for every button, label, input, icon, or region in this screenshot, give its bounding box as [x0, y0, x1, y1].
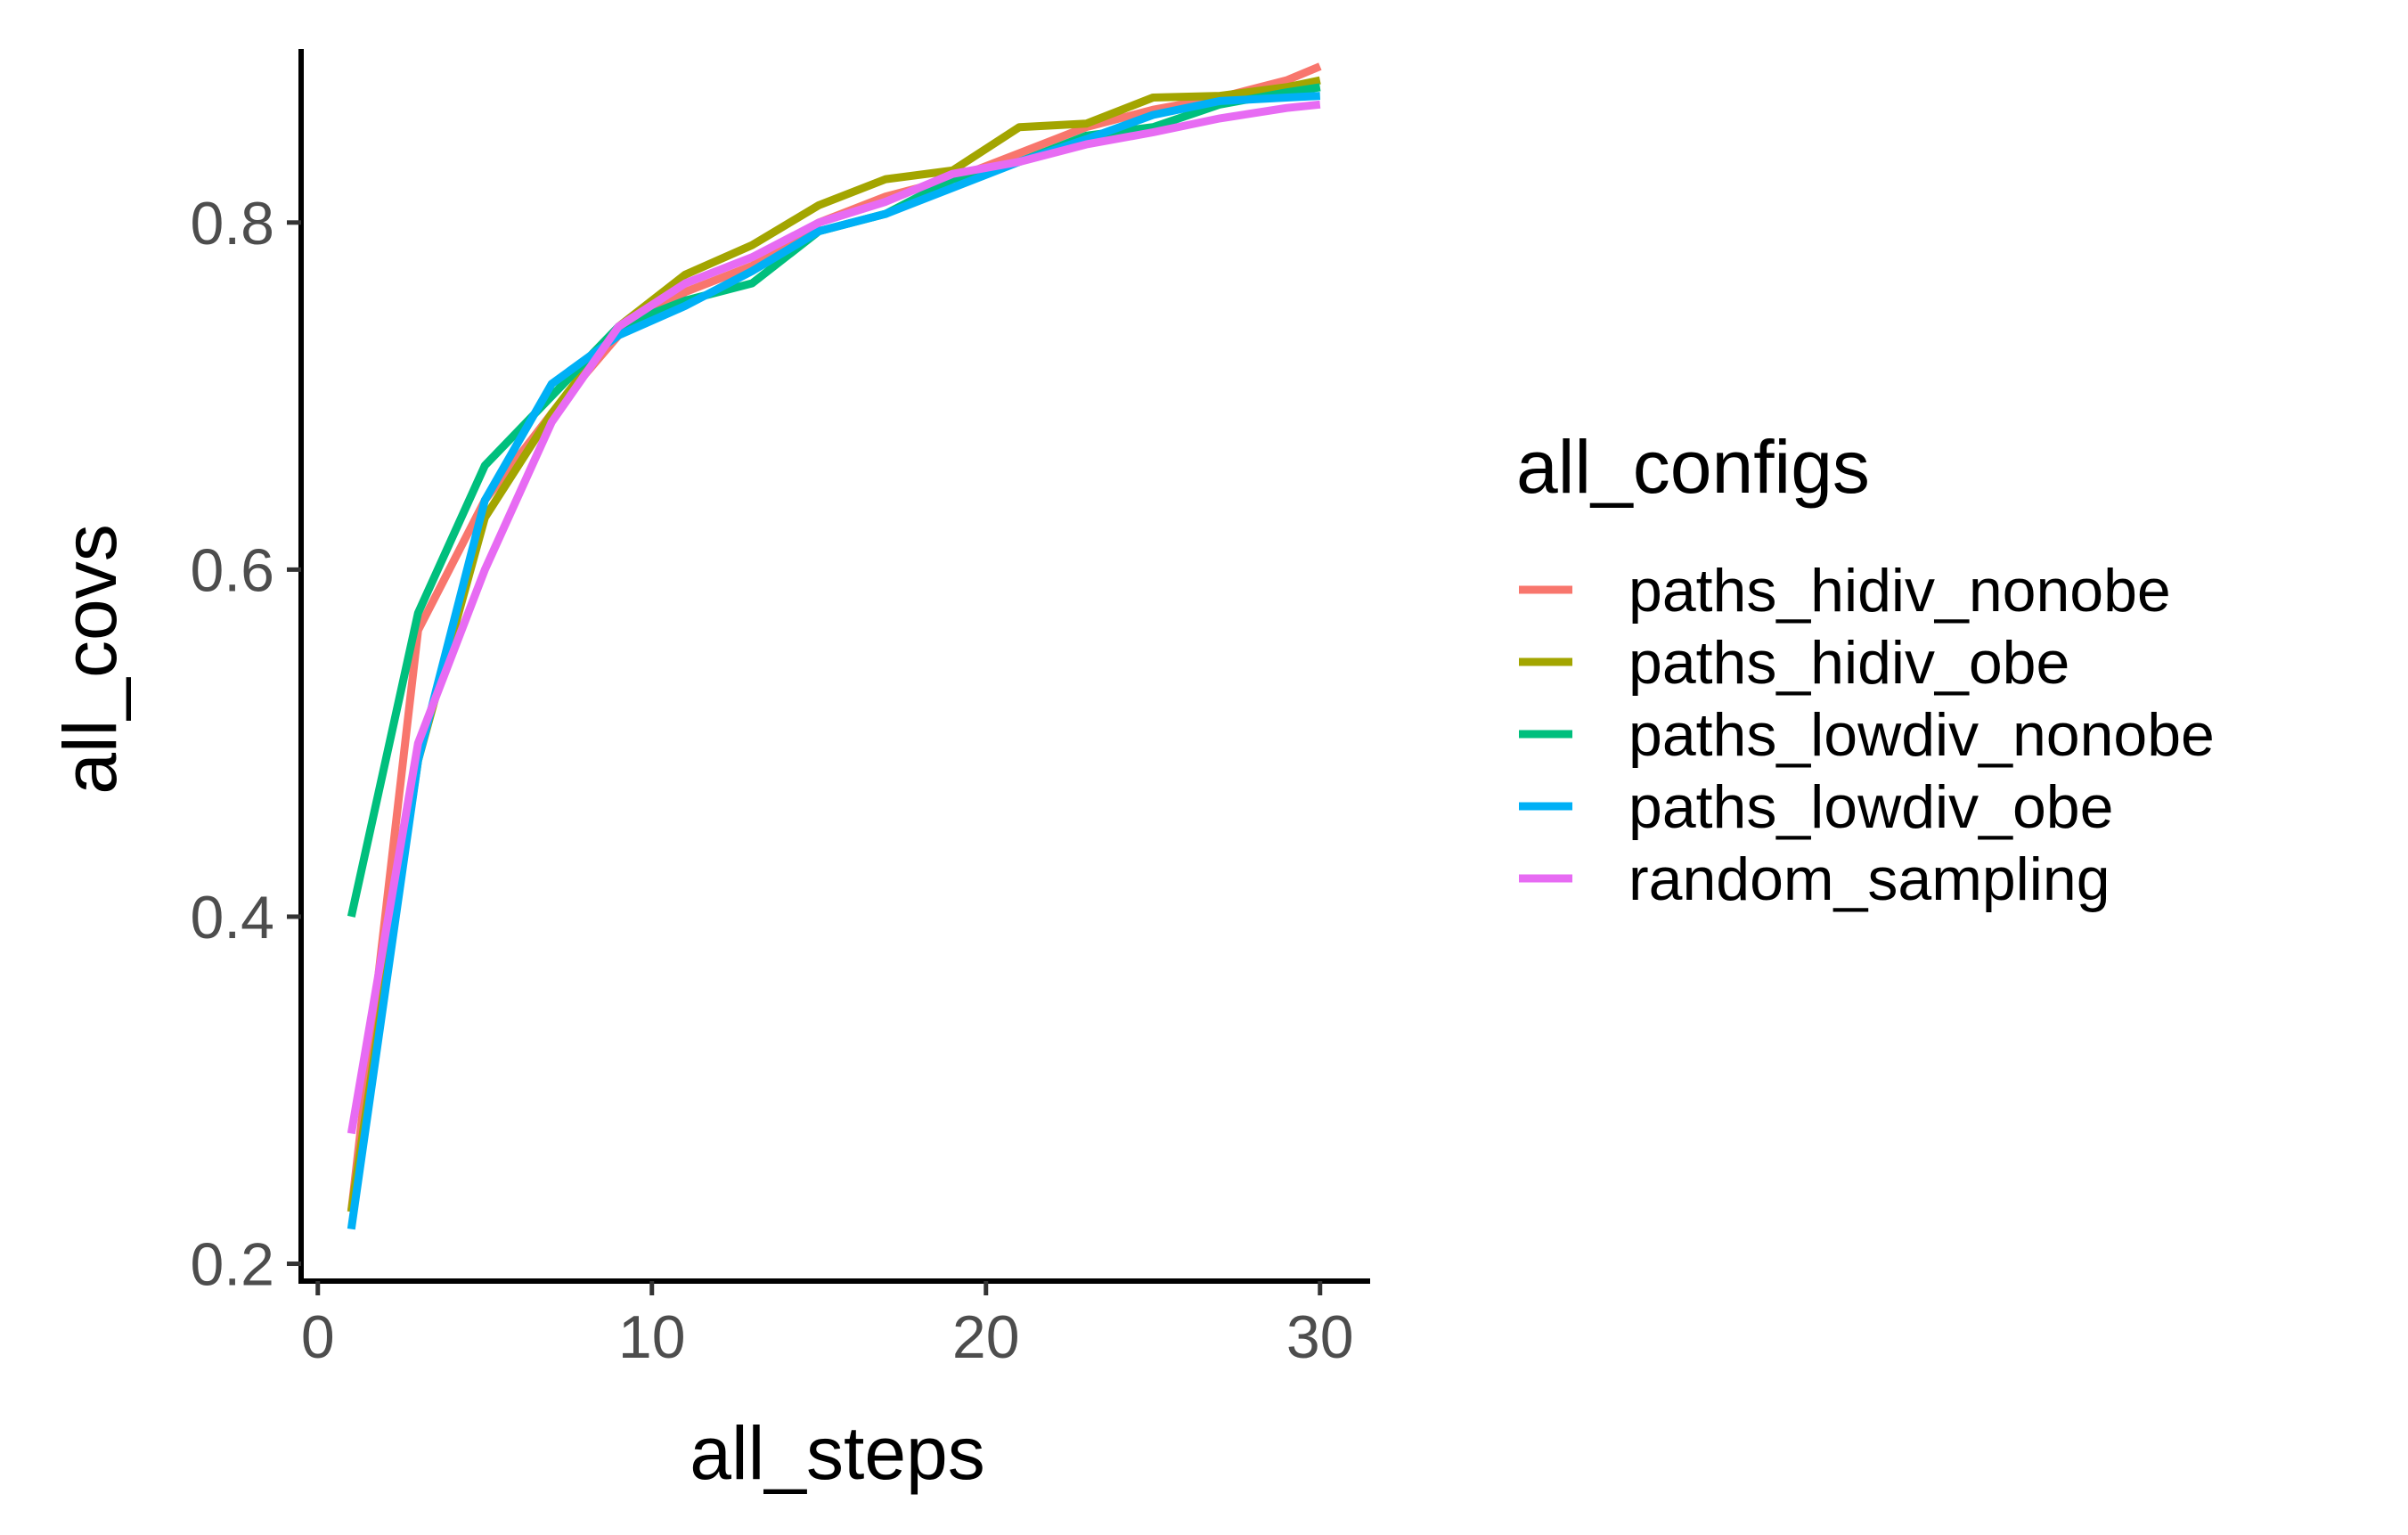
y-tick-label: 0.8	[190, 190, 274, 257]
x-tick-label: 0	[301, 1303, 335, 1371]
legend-label: paths_hidiv_nonobe	[1628, 557, 2171, 625]
series-line-random_sampling	[351, 104, 1320, 1133]
series-line-paths_lowdiv_obe	[351, 96, 1320, 1229]
x-tick-label: 10	[618, 1303, 686, 1371]
series-line-paths_hidiv_nonobe	[351, 67, 1320, 1212]
y-tick-label: 0.4	[190, 884, 274, 951]
x-tick-label: 20	[952, 1303, 1020, 1371]
legend: all_configs paths_hidiv_nonobepaths_hidi…	[1516, 425, 2215, 913]
legend-item: paths_lowdiv_obe	[1519, 773, 2113, 841]
x-tick-label: 30	[1286, 1303, 1354, 1371]
legend-label: random_sampling	[1628, 845, 2110, 913]
legend-title: all_configs	[1516, 425, 1870, 509]
x-axis-title: all_steps	[690, 1411, 985, 1495]
legend-item: paths_lowdiv_nonobe	[1519, 701, 2215, 769]
legend-label: paths_lowdiv_obe	[1628, 773, 2113, 841]
legend-item: paths_hidiv_nonobe	[1519, 557, 2171, 625]
series-layer	[351, 67, 1320, 1229]
y-axis-title: all_covs	[48, 524, 132, 794]
legend-label: paths_hidiv_obe	[1628, 629, 2069, 697]
series-line-paths_hidiv_obe	[351, 80, 1320, 1212]
legend-label: paths_lowdiv_nonobe	[1628, 701, 2215, 769]
legend-items: paths_hidiv_nonobepaths_hidiv_obepaths_l…	[1519, 557, 2215, 913]
y-tick-label: 0.2	[190, 1231, 274, 1299]
legend-item: paths_hidiv_obe	[1519, 629, 2069, 697]
legend-item: random_sampling	[1519, 845, 2110, 913]
y-tick-label: 0.6	[190, 536, 274, 604]
